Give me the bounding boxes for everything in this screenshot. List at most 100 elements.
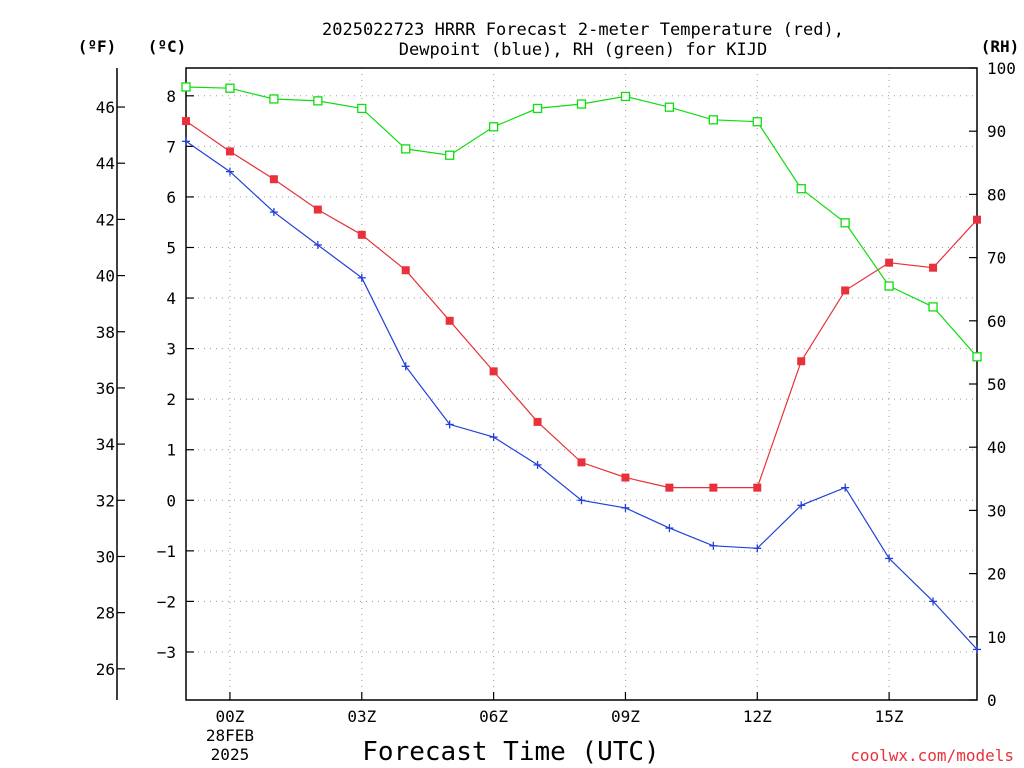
dewpoint-point [269,208,278,217]
celsius-tick-label: −1 [157,542,176,561]
x-tick-label: 15Z [875,707,904,726]
temperature-point [182,117,190,126]
dewpoint-point [313,240,322,249]
axes-ticks: 876543210−1−2−34644424038363432302826100… [96,59,1016,764]
temperature-point [357,230,366,239]
fahrenheit-tick-label: 32 [96,491,115,510]
rh-tick-label: 50 [987,375,1006,394]
celsius-tick-label: 4 [166,289,176,308]
temperature-point [269,175,278,184]
fahrenheit-tick-label: 34 [96,435,115,454]
dewpoint-point [973,645,981,654]
rh-point [488,122,499,132]
dewpoint-series [182,137,981,654]
rh-point [664,102,675,112]
celsius-tick-label: −3 [157,643,176,662]
rh-tick-label: 30 [987,501,1006,520]
credit-text: coolwx.com/models [850,746,1014,765]
rh-line [185,86,978,358]
celsius-tick-label: 3 [166,340,176,359]
dewpoint-point [621,503,630,512]
rh-tick-label: 20 [987,565,1006,584]
series-layer [181,82,982,654]
rh-tick-label: 10 [987,628,1006,647]
rh-tick-label: 100 [987,59,1016,78]
x-tick-label: 09Z [611,707,640,726]
temperature-point [973,215,981,224]
dewpoint-point [929,597,938,606]
temperature-point [313,205,322,214]
rh-tick-label: 40 [987,438,1006,457]
temperature-point [709,483,718,492]
temperature-point [885,258,894,267]
dewpoint-point [841,483,850,492]
rh-tick-label: 0 [987,691,997,710]
dewpoint-point [489,433,498,442]
rh-point [972,352,982,362]
rh-point [884,281,894,291]
celsius-tick-label: −2 [157,592,176,611]
dewpoint-point [182,137,190,146]
rh-point [752,117,762,127]
dewpoint-point [885,554,894,563]
dewpoint-point [357,273,366,282]
rh-point [401,144,411,154]
celsius-tick-label: 8 [166,87,176,106]
rh-point [313,96,323,106]
rh-point [445,150,455,160]
chart-title-line-1: 2025022723 HRRR Forecast 2-meter Tempera… [322,20,844,40]
x-tick-label: 03Z [347,707,376,726]
grid-lines [186,68,977,700]
dewpoint-line [185,140,978,650]
fahrenheit-tick-label: 42 [96,210,115,229]
temperature-series [182,117,981,492]
rh-point [840,218,850,228]
celsius-unit-label: (ºC) [148,37,187,56]
rh-point [357,103,367,114]
x-tick-label: 06Z [479,707,508,726]
celsius-tick-label: 0 [166,491,176,510]
rh-point [708,115,718,125]
temperature-point [621,473,630,482]
rh-point [225,83,235,93]
fahrenheit-tick-label: 30 [96,547,115,566]
celsius-tick-label: 1 [166,441,176,460]
x-tick-date-label: 28FEB [206,726,254,745]
rh-tick-label: 70 [987,249,1006,268]
fahrenheit-tick-label: 40 [96,267,115,286]
dewpoint-point [665,524,674,533]
dewpoint-point [797,501,806,510]
dewpoint-point [445,420,454,429]
x-tick-label: 12Z [743,707,772,726]
celsius-tick-label: 6 [166,188,176,207]
x-tick-year-label: 2025 [211,745,250,764]
temperature-point [753,483,762,492]
x-axis-title: Forecast Time (UTC) [362,737,659,767]
temperature-point [797,357,806,366]
fahrenheit-tick-label: 46 [96,98,115,117]
dewpoint-point [401,362,410,371]
celsius-tick-label: 2 [166,390,176,409]
rh-tick-label: 90 [987,122,1006,141]
fahrenheit-tick-label: 36 [96,379,115,398]
rh-point [928,302,938,312]
dewpoint-point [225,167,234,176]
rh-tick-label: 80 [987,185,1006,204]
temperature-point [489,367,498,376]
rh-point [532,103,543,114]
rh-unit-label: (RH) [981,37,1020,56]
temperature-point [445,316,454,325]
dewpoint-point [577,496,586,505]
temperature-point [665,483,674,492]
plot-frame [185,67,978,701]
rh-point [620,91,631,102]
rh-series [181,82,982,362]
temperature-line [185,120,978,489]
temperature-point [225,147,234,156]
fahrenheit-tick-label: 44 [96,154,115,173]
rh-point [576,99,587,109]
temperature-point [577,458,586,467]
fahrenheit-unit-label: (ºF) [78,37,117,56]
x-tick-label: 00Z [215,707,244,726]
